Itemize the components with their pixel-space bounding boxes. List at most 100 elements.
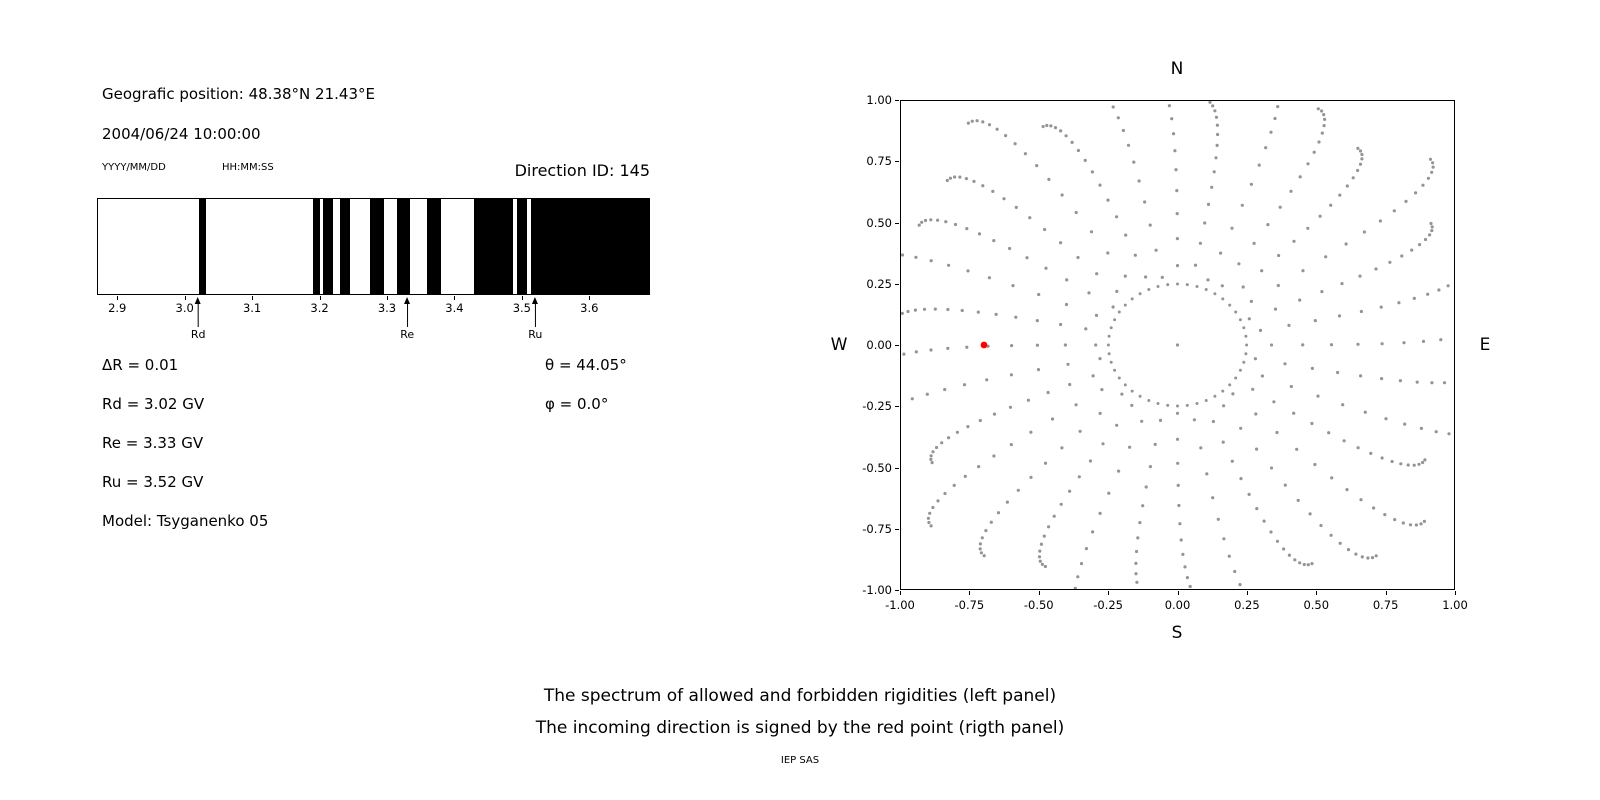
asymptotic-direction-dot	[1043, 227, 1047, 232]
asymptotic-direction-dot	[929, 524, 933, 528]
asymptotic-direction-dot	[946, 346, 950, 350]
x-tick	[1316, 591, 1318, 595]
asymptotic-direction-dot	[1076, 148, 1080, 153]
asymptotic-direction-dot	[1380, 456, 1384, 460]
x-tick-label: 3.5	[512, 301, 532, 315]
asymptotic-direction-dot	[1423, 237, 1428, 242]
asymptotic-direction-dot	[1434, 430, 1438, 434]
asymptotic-direction-dot	[1181, 552, 1185, 556]
asymptotic-direction-dot	[1252, 241, 1256, 245]
asymptotic-direction-dot	[1408, 523, 1413, 527]
asymptotic-direction-dot	[1249, 182, 1253, 186]
asymptotic-direction-dot	[1312, 150, 1316, 154]
asymptotic-direction-dot	[1346, 548, 1351, 552]
asymptotic-direction-dot	[1063, 343, 1067, 347]
asymptotic-direction-dot	[1380, 377, 1384, 381]
asymptotic-direction-dot	[1369, 451, 1373, 455]
asymptotic-direction-dot	[1107, 491, 1111, 495]
asymptotic-direction-dot	[1437, 288, 1441, 292]
asymptotic-direction-dot	[1397, 301, 1401, 305]
inner-ring-dot	[1238, 368, 1242, 372]
asymptotic-direction-dot	[1091, 530, 1095, 534]
time-format-label: HH:MM:SS	[222, 162, 274, 173]
asymptotic-direction-dot	[1115, 423, 1119, 427]
asymptotic-direction-dot	[1320, 109, 1324, 113]
asymptotic-direction-dot	[1359, 309, 1363, 314]
asymptotic-direction-dot	[1013, 142, 1017, 146]
asymptotic-direction-dot	[980, 536, 984, 540]
asymptotic-direction-dot	[1417, 462, 1421, 466]
asymptotic-direction-dot	[976, 310, 980, 314]
asymptotic-direction-dot	[1310, 366, 1314, 370]
asymptotic-direction-dot	[1287, 553, 1291, 557]
inner-ring-dot	[1147, 288, 1151, 291]
caption-line-1: The spectrum of allowed and forbidden ri…	[543, 686, 1057, 706]
asymptotic-direction-dot	[1084, 327, 1088, 331]
asymptotic-direction-dot	[1045, 123, 1049, 128]
asymptotic-direction-dot	[1073, 586, 1077, 589]
y-tick-label: 1.00	[866, 93, 892, 107]
y-tick	[895, 590, 899, 591]
asymptotic-direction-dot	[1173, 149, 1177, 153]
rigidity-spectrum-chart: 2.9 3.0 3.1 3.2 3.3 3.4 3.5 3.6 Rd Re Ru	[97, 198, 650, 358]
asymptotic-direction-dot	[1360, 157, 1364, 161]
inner-ring-dot	[1176, 282, 1179, 286]
asymptotic-direction-dot	[981, 184, 985, 188]
asymptotic-direction-dot	[985, 378, 989, 382]
asymptotic-direction-dot	[1329, 203, 1333, 207]
asymptotic-direction-dot	[1111, 305, 1115, 309]
asymptotic-direction-dot	[1247, 492, 1251, 496]
asymptotic-direction-dot	[955, 430, 959, 434]
x-tick-label: -0.75	[954, 598, 985, 612]
asymptotic-direction-dot	[1098, 411, 1102, 415]
asymptotic-direction-dot	[952, 483, 956, 487]
asymptotic-direction-dot	[1318, 214, 1322, 218]
x-tick	[319, 296, 321, 300]
asymptotic-direction-dot	[1106, 251, 1110, 255]
asymptotic-direction-dot	[1211, 496, 1215, 500]
asymptotic-direction-dot	[1273, 307, 1278, 311]
asymptotic-direction-dot	[1251, 387, 1255, 391]
compass-south-label: S	[1171, 623, 1183, 643]
asymptotic-direction-dot	[945, 178, 949, 183]
asymptotic-direction-dot	[1384, 417, 1388, 421]
asymptotic-direction-dot	[1329, 533, 1333, 537]
asymptotic-direction-dot	[960, 308, 964, 313]
y-tick-label: -0.50	[862, 460, 892, 475]
credit-label: IEP SAS	[780, 755, 820, 766]
asymptotic-direction-dot	[1123, 274, 1127, 278]
asymptotic-direction-dot	[966, 425, 970, 429]
asymptotic-direction-dot	[995, 127, 999, 131]
asymptotic-direction-dot	[1269, 130, 1273, 134]
asymptotic-direction-dot	[1298, 175, 1302, 179]
asymptotic-direction-dot	[1222, 404, 1226, 408]
asymptotic-direction-dot	[948, 176, 952, 180]
inner-ring-dot	[1242, 326, 1246, 330]
asymptotic-direction-dot	[1193, 263, 1198, 267]
x-tick-label: 3.0	[175, 301, 194, 315]
asymptotic-direction-dot	[1091, 374, 1095, 378]
asymptotic-direction-dot	[1322, 124, 1326, 128]
inner-ring-dot	[1204, 399, 1208, 402]
asymptotic-direction-dot	[1230, 226, 1234, 230]
x-tick	[184, 296, 186, 300]
asymptotic-direction-dot	[1221, 440, 1225, 444]
asymptotic-direction-dot	[943, 491, 947, 496]
asymptotic-direction-dot	[1446, 284, 1450, 288]
asymptotic-direction-dot	[1158, 418, 1163, 422]
asymptotic-direction-dot	[1041, 125, 1045, 129]
inner-ring-dot	[1138, 394, 1142, 398]
asymptotic-direction-dot	[1198, 241, 1202, 245]
asymptotic-direction-dot	[901, 311, 904, 315]
asymptotic-direction-dot	[1203, 221, 1207, 225]
asymptotic-direction-dot	[1039, 542, 1043, 546]
asymptotic-direction-dot	[1255, 507, 1259, 511]
asymptotic-direction-dot	[943, 387, 947, 392]
y-tick	[895, 467, 899, 469]
asymptotic-direction-dot	[977, 232, 982, 236]
asymptotic-direction-dot	[1272, 400, 1276, 404]
arrow-shaft	[406, 304, 408, 327]
allowed-rigidity-band	[339, 199, 350, 294]
asymptotic-direction-dot	[1266, 223, 1270, 227]
asymptotic-direction-dot	[996, 511, 1001, 515]
